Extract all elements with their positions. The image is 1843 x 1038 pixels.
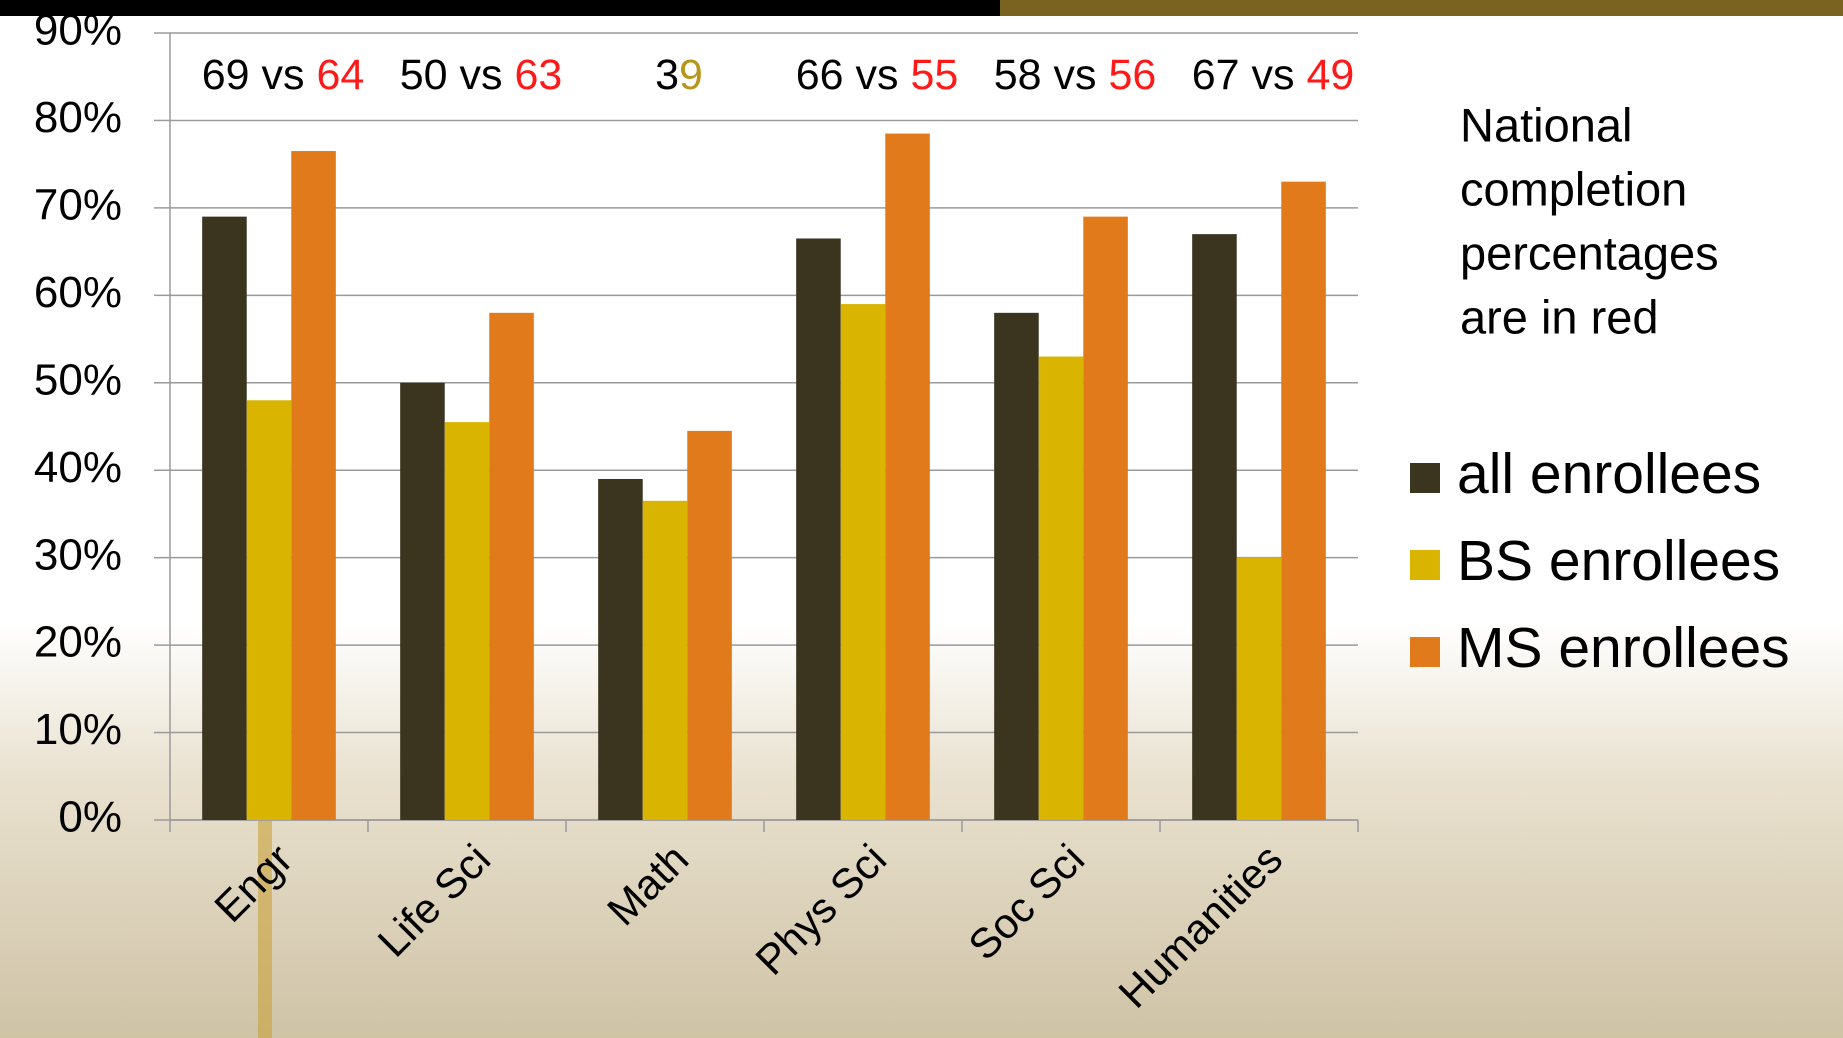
bar [796, 238, 841, 820]
legend-swatch [1410, 637, 1440, 667]
annotation-value: 3 [655, 51, 679, 99]
header-stripe [1000, 0, 1843, 16]
bar [246, 400, 292, 820]
y-tick-label: 0% [58, 793, 122, 842]
annotation-value: 50 vs [400, 51, 503, 99]
legend-label: BS enrollees [1457, 529, 1780, 593]
note: are in red [1460, 290, 1659, 343]
y-tick-label: 30% [34, 530, 122, 579]
bar [598, 478, 643, 820]
y-tick-label: 90% [34, 6, 122, 55]
bar [489, 312, 534, 820]
bar [840, 304, 886, 821]
y-tick-label: 10% [34, 705, 122, 754]
bar [291, 151, 336, 821]
annotation-value: 58 vs [994, 51, 1097, 99]
bar [1038, 356, 1084, 820]
bar [1192, 234, 1237, 821]
y-tick-label: 70% [34, 181, 122, 230]
legend-label: all enrollees [1457, 442, 1761, 506]
y-tick-label: 60% [34, 268, 122, 317]
bar [1236, 557, 1282, 820]
annotation-value: 67 vs [1192, 51, 1295, 99]
annotation: 39 [655, 51, 703, 99]
annotation-national: 56 [1108, 51, 1156, 99]
bar [1281, 181, 1326, 821]
bar [885, 133, 930, 821]
annotation: 67 vs 49 [1192, 51, 1355, 99]
note: percentages [1460, 226, 1719, 279]
note: National [1460, 98, 1632, 151]
annotation-national: 63 [514, 51, 562, 99]
legend-swatch [1410, 550, 1440, 580]
annotation-national: 9 [679, 51, 703, 99]
decor-stripe [258, 820, 272, 1038]
bar [1083, 216, 1128, 821]
annotation-national: 55 [910, 51, 958, 99]
y-tick-label: 20% [34, 618, 122, 667]
annotation: 66 vs 55 [796, 51, 959, 99]
legend-swatch [1410, 463, 1440, 493]
bar [994, 312, 1039, 820]
y-tick-label: 80% [34, 93, 122, 142]
annotation-value: 66 vs [796, 51, 899, 99]
note: completion [1460, 162, 1687, 215]
bar [687, 430, 732, 820]
bar [202, 216, 247, 821]
annotation-value: 69 vs [202, 51, 305, 99]
annotation: 50 vs 63 [400, 51, 563, 99]
legend-label: MS enrollees [1457, 616, 1790, 680]
bar [642, 500, 688, 820]
annotation: 69 vs 64 [202, 51, 365, 99]
bar [444, 422, 490, 820]
annotation-national: 64 [316, 51, 364, 99]
bar [400, 382, 445, 820]
y-tick-label: 40% [34, 443, 122, 492]
annotation-national: 49 [1306, 51, 1354, 99]
annotation: 58 vs 56 [994, 51, 1157, 99]
y-tick-label: 50% [34, 355, 122, 404]
